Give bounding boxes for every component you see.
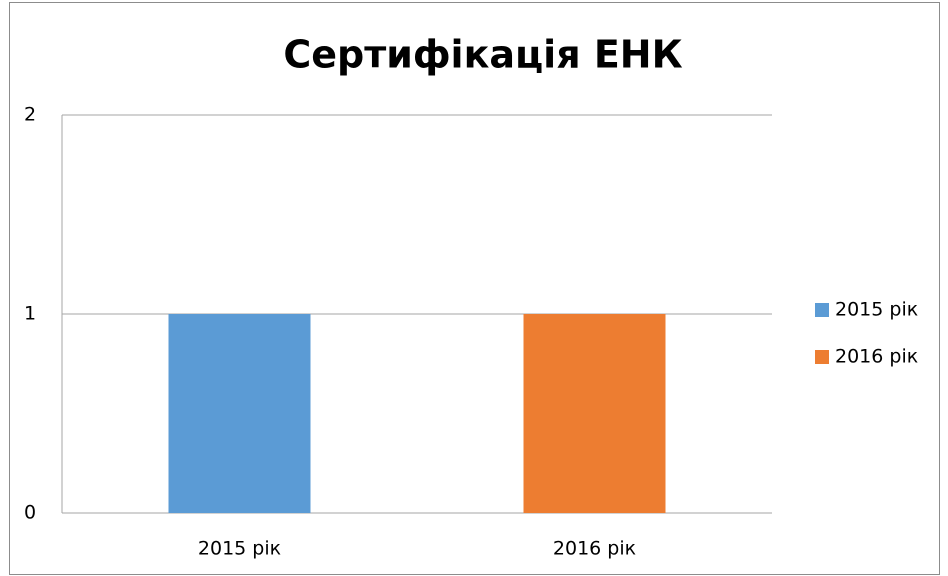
legend-label: 2015 рік: [835, 299, 918, 321]
legend-swatch: [815, 303, 829, 317]
legend-swatch: [815, 350, 829, 364]
y-tick-label: 0: [24, 502, 36, 524]
bar: [168, 314, 311, 513]
y-tick-label: 1: [24, 303, 36, 325]
bar: [523, 314, 666, 513]
x-tick-label: 2015 рік: [198, 538, 281, 560]
legend-label: 2016 рік: [835, 346, 918, 368]
chart-title: Сертифікація ЕНК: [283, 33, 682, 77]
y-tick-label: 2: [24, 104, 36, 126]
x-tick-label: 2016 рік: [553, 538, 636, 560]
chart-border: [9, 2, 940, 575]
